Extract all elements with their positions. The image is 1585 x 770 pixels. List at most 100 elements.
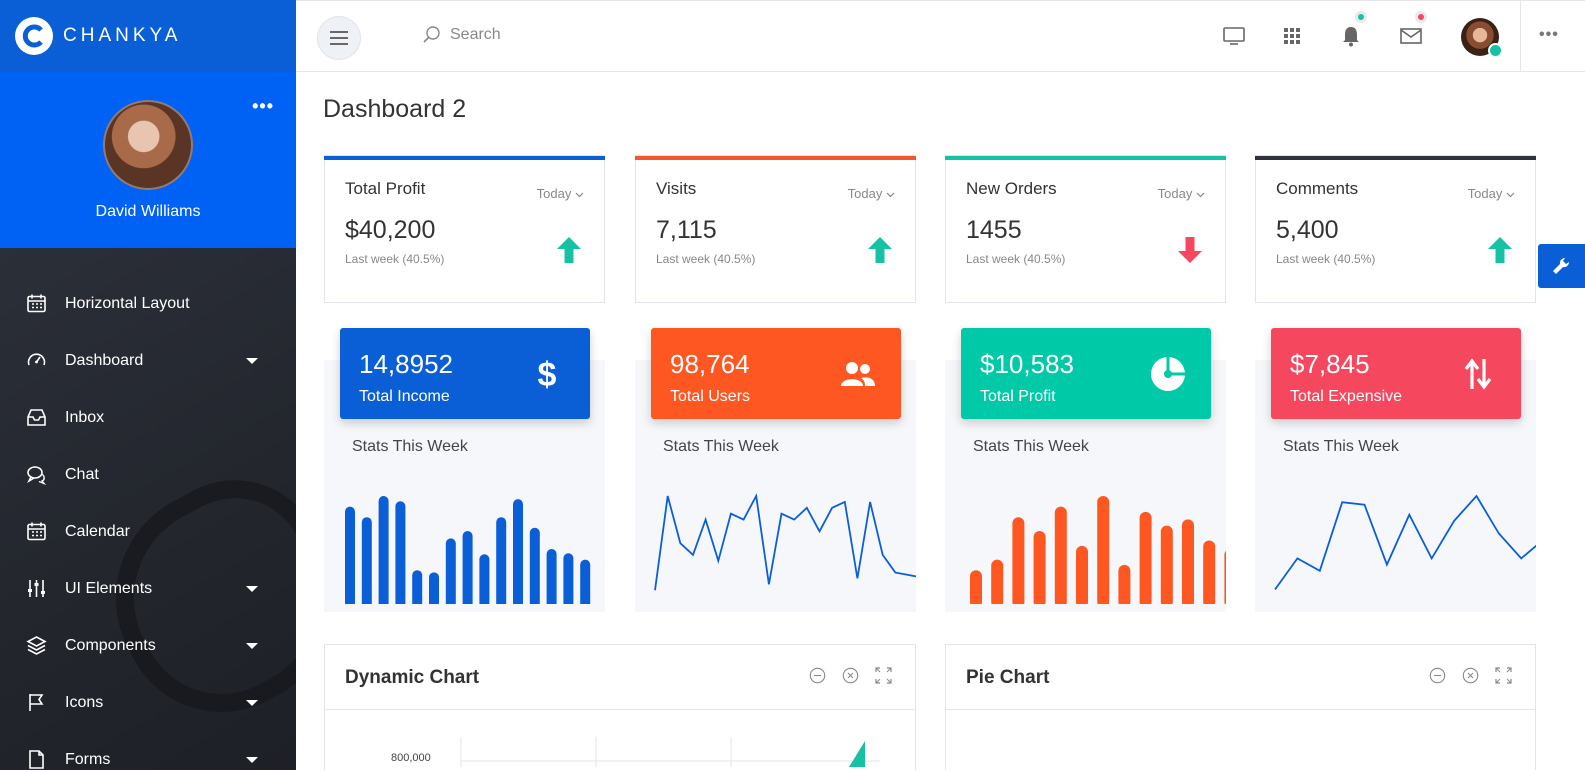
dynamic-chart-preview: [460, 737, 880, 767]
sidebar-item-label: Forms: [65, 750, 111, 768]
bar: [429, 572, 439, 604]
summary-tile-total-income[interactable]: 14,8952 Total Income $: [340, 328, 590, 419]
period-label: Today: [847, 186, 883, 201]
menu-toggle-button[interactable]: [317, 16, 361, 60]
bar: [378, 496, 389, 604]
bar: [563, 553, 574, 604]
chevron-down-icon[interactable]: [246, 643, 258, 649]
tile-value: 14,8952: [359, 349, 453, 379]
sidebar-item-horizontal-layout[interactable]: Horizontal Layout: [0, 275, 296, 332]
monitor-icon[interactable]: [1221, 23, 1247, 49]
stat-card-comments: Comments Today 5,400 Last week (40.5%): [1255, 155, 1536, 303]
mail-icon[interactable]: [1398, 11, 1427, 49]
chart-area-fill: [849, 741, 865, 767]
stat-value: 1455: [966, 216, 1022, 244]
apps-grid-icon[interactable]: [1279, 23, 1305, 49]
sidebar-item-ui-elements[interactable]: UI Elements: [0, 560, 296, 617]
bar-chart: [970, 496, 1226, 604]
close-icon[interactable]: [841, 666, 860, 685]
chevron-down-icon[interactable]: [246, 586, 258, 592]
sidebar-item-label: Dashboard: [65, 351, 144, 369]
bar: [529, 527, 540, 604]
profile-name[interactable]: David Williams: [95, 203, 201, 220]
close-icon[interactable]: [1461, 666, 1480, 685]
chevron-down-icon[interactable]: [246, 757, 258, 763]
summary-tile-total-users[interactable]: 98,764 Total Users: [651, 328, 901, 419]
brand-bar[interactable]: CHANKYA: [0, 0, 296, 72]
sidebar-item-label: Horizontal Layout: [65, 294, 190, 312]
bar: [1012, 517, 1025, 604]
line-chart: [654, 493, 916, 591]
stat-value: $40,200: [345, 216, 436, 244]
chevron-down-icon[interactable]: [246, 358, 258, 364]
chevron-down-icon: [1196, 192, 1205, 198]
notification-bell-icon[interactable]: [1338, 11, 1367, 49]
arrow-up-icon: [868, 237, 892, 263]
notification-dot: [1355, 11, 1367, 23]
sidebar-nav: Horizontal Layout Dashboard Inbox Chat Calen…: [0, 248, 296, 770]
sidebar-item-label: Calendar: [65, 522, 130, 540]
panel-title: Dynamic Chart: [345, 667, 480, 688]
sidebar-item-label: Icons: [65, 693, 104, 711]
sidebar-item-calendar[interactable]: Calendar: [0, 503, 296, 560]
panel-divider: [946, 709, 1535, 710]
profile-more-icon[interactable]: •••: [252, 96, 274, 116]
inbox-icon: [25, 407, 47, 429]
swap-icon: [1459, 355, 1497, 393]
sidebar-item-label: Chat: [65, 465, 99, 483]
brand-logo-icon: [15, 17, 53, 55]
minimize-icon[interactable]: [1428, 666, 1447, 685]
more-options-icon[interactable]: •••: [1539, 26, 1559, 43]
stat-card-visits: Visits Today 7,115 Last week (40.5%): [635, 155, 916, 303]
period-dropdown[interactable]: Today: [1468, 186, 1515, 201]
expand-icon[interactable]: [1494, 666, 1513, 685]
bar: [1139, 511, 1152, 604]
topbar: Search •••: [296, 0, 1585, 72]
search-box[interactable]: Search: [422, 25, 501, 45]
sidebar-item-components[interactable]: Components: [0, 617, 296, 674]
chevron-down-icon: [1506, 192, 1515, 198]
brand-name: CHANKYA: [63, 25, 182, 46]
summary-tile-total-profit[interactable]: $10,583 Total Profit: [961, 328, 1211, 419]
stats-week-label: Stats This Week: [352, 438, 468, 455]
sliders-icon: [25, 578, 47, 600]
bar: [462, 530, 473, 604]
stats-week-label: Stats This Week: [973, 438, 1089, 455]
sidebar-item-inbox[interactable]: Inbox: [0, 389, 296, 446]
settings-wrench-button[interactable]: [1538, 244, 1585, 288]
expand-icon[interactable]: [874, 666, 893, 685]
card-accent-line: [1255, 156, 1536, 160]
profile-avatar[interactable]: [103, 100, 193, 190]
stat-sub: Last week (40.5%): [1276, 252, 1376, 266]
user-avatar[interactable]: [1461, 18, 1503, 58]
stat-label: New Orders: [966, 179, 1057, 198]
period-dropdown[interactable]: Today: [848, 186, 895, 201]
sidebar-item-chat[interactable]: Chat: [0, 446, 296, 503]
sidebar-item-icons[interactable]: Icons: [0, 674, 296, 731]
summary-tile-total-expensive[interactable]: $7,845 Total Expensive: [1271, 328, 1521, 419]
period-dropdown[interactable]: Today: [1158, 186, 1205, 201]
sidebar-item-dashboard[interactable]: Dashboard: [0, 332, 296, 389]
tile-label: Total Income: [359, 388, 450, 405]
svg-text:$: $: [538, 356, 557, 392]
bar: [412, 570, 423, 604]
search-placeholder: Search: [450, 26, 501, 43]
arrow-up-icon: [1488, 237, 1512, 263]
bar: [580, 559, 591, 604]
card-accent-line: [324, 156, 605, 160]
topbar-divider: [1520, 1, 1521, 72]
line-chart: [1274, 494, 1536, 591]
calendar-icon: [25, 521, 47, 543]
bar: [1097, 496, 1110, 604]
pie-chart-panel: Pie Chart: [945, 644, 1536, 770]
wrench-icon: [1553, 257, 1570, 274]
chevron-down-icon[interactable]: [246, 700, 258, 706]
period-dropdown[interactable]: Today: [537, 186, 584, 201]
bar: [445, 538, 456, 604]
sidebar-item-forms[interactable]: Forms: [0, 731, 296, 770]
period-label: Today: [1157, 186, 1193, 201]
gauge-icon: [25, 350, 47, 372]
stats-week-label: Stats This Week: [1283, 438, 1399, 455]
stat-label: Comments: [1276, 179, 1359, 198]
minimize-icon[interactable]: [808, 666, 827, 685]
